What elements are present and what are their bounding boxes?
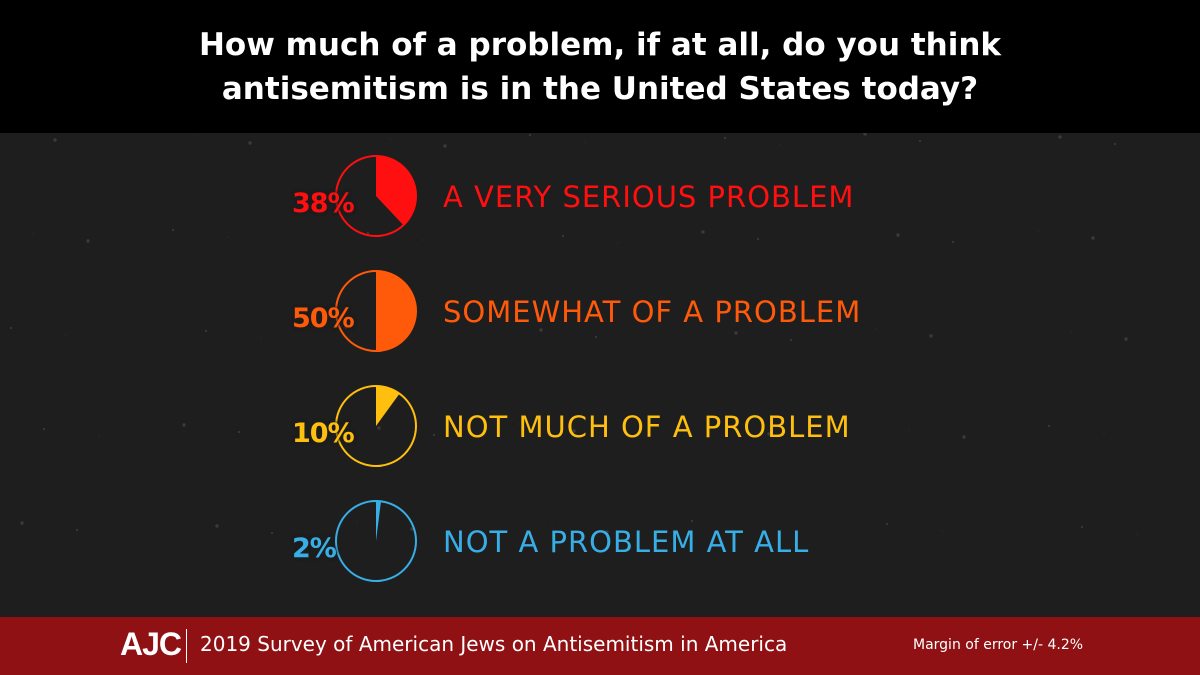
background-speck: [885, 522, 889, 526]
background-speck: [539, 328, 543, 332]
header: How much of a problem, if at all, do you…: [0, 0, 1200, 133]
background-speck: [617, 242, 619, 244]
background-speck: [756, 237, 760, 241]
background-speck: [366, 231, 370, 235]
background-speck: [746, 527, 748, 529]
chart-area: 38% A VERY SERIOUS PROBLEM 50% SOMEWHAT …: [0, 133, 1200, 617]
ajc-logo: AJC: [120, 626, 182, 662]
pie-slice-2: [376, 271, 416, 351]
background-speck: [584, 141, 586, 143]
background-speck: [86, 239, 90, 243]
background-speck: [344, 325, 348, 329]
background-speck: [9, 326, 13, 330]
background-speck: [690, 519, 694, 523]
background-speck: [204, 329, 208, 333]
background-speck: [723, 136, 727, 140]
background-speck: [260, 337, 262, 339]
pie-charts: [0, 133, 1138, 582]
category-label-4: NOT A PROBLEM AT ALL: [443, 525, 810, 559]
pct-label-3: 10%: [292, 418, 355, 449]
background-speck: [0, 133, 1, 134]
background-speck: [551, 524, 553, 526]
background-speck: [896, 233, 900, 237]
background-speck: [171, 228, 175, 232]
background-speck: [863, 133, 867, 136]
background-speck: [237, 430, 241, 434]
background-speck: [767, 432, 771, 436]
background-speck: [248, 141, 252, 145]
margin-of-error: Margin of error +/- 4.2%: [913, 637, 1084, 653]
background-speck: [182, 423, 186, 427]
background-speck: [20, 521, 24, 525]
category-label-2: SOMEWHAT OF A PROBLEM: [443, 295, 862, 329]
background-speck: [42, 427, 46, 431]
background-speck: [389, 138, 391, 140]
background-speck: [32, 233, 34, 235]
category-label-3: NOT MUCH OF A PROBLEM: [443, 410, 851, 444]
pct-label-4: 2%: [292, 533, 337, 564]
title-line-2: antisemitism is in the United States tod…: [221, 70, 979, 107]
background-speck: [605, 530, 609, 534]
background-speck: [410, 527, 414, 531]
background-speck: [929, 334, 933, 338]
background-speck: [962, 435, 966, 439]
background-speck: [194, 135, 196, 137]
background-speck: [432, 433, 436, 437]
background-speck: [918, 139, 922, 143]
title-line-1: How much of a problem, if at all, do you…: [198, 26, 1002, 63]
pie-slice-4: [376, 501, 382, 541]
background-speck: [75, 528, 79, 532]
background-speck: [908, 429, 910, 431]
background-speck: [1080, 525, 1084, 529]
background-speck: [377, 426, 381, 430]
pct-label-1: 38%: [292, 188, 355, 219]
background-speck: [270, 531, 274, 535]
background-speck: [227, 236, 229, 238]
background-speck: [875, 328, 877, 330]
background-speck: [422, 239, 424, 241]
background-speck: [53, 138, 57, 142]
background-speck: [561, 234, 565, 238]
background-speck: [701, 230, 705, 234]
pie-slice-1: [376, 156, 416, 226]
background-speck: [951, 240, 955, 244]
pct-label-2: 50%: [292, 303, 355, 334]
background-speck: [1103, 432, 1105, 434]
footer: AJC 2019 Survey of American Jews on Anti…: [0, 617, 1200, 675]
background-speck: [789, 338, 793, 342]
background-speck: [1037, 230, 1039, 232]
background-speck: [356, 521, 358, 523]
background-speck: [734, 331, 738, 335]
background-speck: [1113, 142, 1117, 146]
background-speck: [594, 335, 598, 339]
background-speck: [941, 530, 943, 532]
background-speck: [215, 524, 219, 528]
pie-slice-3: [376, 386, 400, 426]
background-speck: [1047, 424, 1051, 428]
background-speck: [1058, 135, 1062, 139]
background-speck: [1091, 236, 1095, 240]
background-speck: [1136, 533, 1138, 535]
background-speck: [572, 429, 576, 433]
background-speck: [1070, 331, 1072, 333]
footer-divider: [186, 629, 187, 663]
survey-title: 2019 Survey of American Jews on Antisemi…: [200, 632, 788, 656]
category-label-1: A VERY SERIOUS PROBLEM: [443, 180, 855, 214]
background-speck: [65, 334, 67, 336]
background-speck: [443, 144, 447, 148]
background-speck: [1124, 337, 1128, 341]
background-speck: [779, 144, 781, 146]
background-speck: [98, 435, 100, 437]
background-speck: [528, 133, 532, 137]
background-speck: [518, 423, 520, 425]
background-speck: [713, 426, 715, 428]
